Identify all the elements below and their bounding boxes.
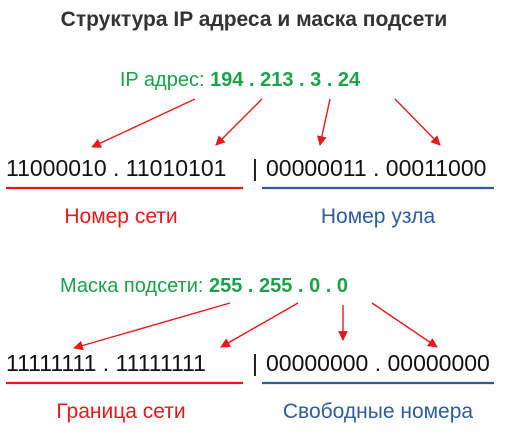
ip-address-line: IP адрес: 194 . 213 . 3 . 24 xyxy=(120,69,361,91)
ip-network-label: Номер сети xyxy=(64,205,177,228)
arrow-icon xyxy=(91,98,196,148)
mask-binary-network: 11111111 . 11111111 xyxy=(6,350,206,376)
mask-value: 255 . 255 . 0 . 0 xyxy=(209,275,348,297)
arrow-icon xyxy=(371,302,438,348)
mask-line: Маска подсети: 255 . 255 . 0 . 0 xyxy=(60,275,348,297)
mask-network-label: Граница сети xyxy=(56,400,185,423)
mask-arrows xyxy=(73,302,438,351)
ip-address-label: IP адрес: xyxy=(120,69,210,91)
ip-binary-host: 00000011 . 00011000 xyxy=(266,155,486,181)
arrow-icon xyxy=(73,302,231,351)
ip-arrows xyxy=(91,98,441,148)
ip-binary-network: 11000010 . 11010101 xyxy=(6,155,226,181)
ip-address-value: 194 . 213 . 3 . 24 xyxy=(210,69,361,91)
mask-binary-separator: | xyxy=(252,350,258,376)
mask-host-label: Свободные номера xyxy=(283,400,474,423)
arrow-icon xyxy=(394,98,441,146)
arrow-icon xyxy=(317,98,331,146)
arrow-icon xyxy=(220,302,299,348)
ip-host-label: Номер узла xyxy=(321,205,436,228)
mask-label: Маска подсети: xyxy=(60,275,209,297)
mask-binary-host: 00000000 . 00000000 xyxy=(266,350,490,376)
arrow-icon xyxy=(215,98,263,146)
ip-binary-separator: | xyxy=(252,155,258,181)
diagram-title: Структура IP адреса и маска подсети xyxy=(61,8,448,31)
